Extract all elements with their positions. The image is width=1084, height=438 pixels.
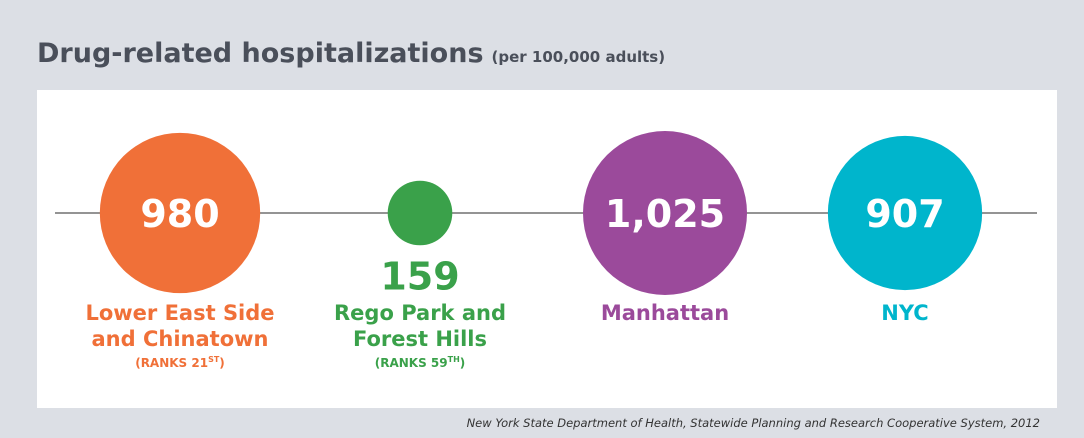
category-text: NYC <box>881 301 929 325</box>
rank-suffix: ST <box>208 355 220 364</box>
category-label: Manhattan <box>550 300 780 326</box>
category-text: Lower East Side and Chinatown <box>85 301 275 351</box>
chart-title: Drug-related hospitalizations (per 100,00… <box>37 38 665 69</box>
rank-note: (RANKS 21ST) <box>65 352 295 371</box>
rank-suffix: TH <box>447 355 460 364</box>
value-label: 980 <box>140 192 219 236</box>
bubble <box>99 132 261 294</box>
bubble <box>387 180 453 246</box>
category-text: Manhattan <box>600 301 730 325</box>
rank-end: ) <box>219 356 225 370</box>
source: New York State Department of Health, Sta… <box>467 416 1040 430</box>
category-label: NYC <box>790 300 1020 326</box>
category-text: Rego Park and Forest Hills <box>334 301 506 351</box>
value-label: 159 <box>380 254 459 298</box>
value-label: 1,025 <box>605 192 725 236</box>
rank-note: (RANKS 59TH) <box>305 352 535 371</box>
bubble <box>827 135 983 291</box>
bubble <box>583 131 747 295</box>
rank-end: ) <box>459 356 466 370</box>
rank-text: (RANKS 21 <box>135 356 209 370</box>
value-label: 907 <box>865 192 944 236</box>
rank-text: (RANKS 59 <box>374 356 448 370</box>
category-label: Lower East Side and Chinatown (RANKS 21ST… <box>65 300 295 371</box>
category-label: Rego Park and Forest Hills (RANKS 59TH) <box>305 300 535 371</box>
